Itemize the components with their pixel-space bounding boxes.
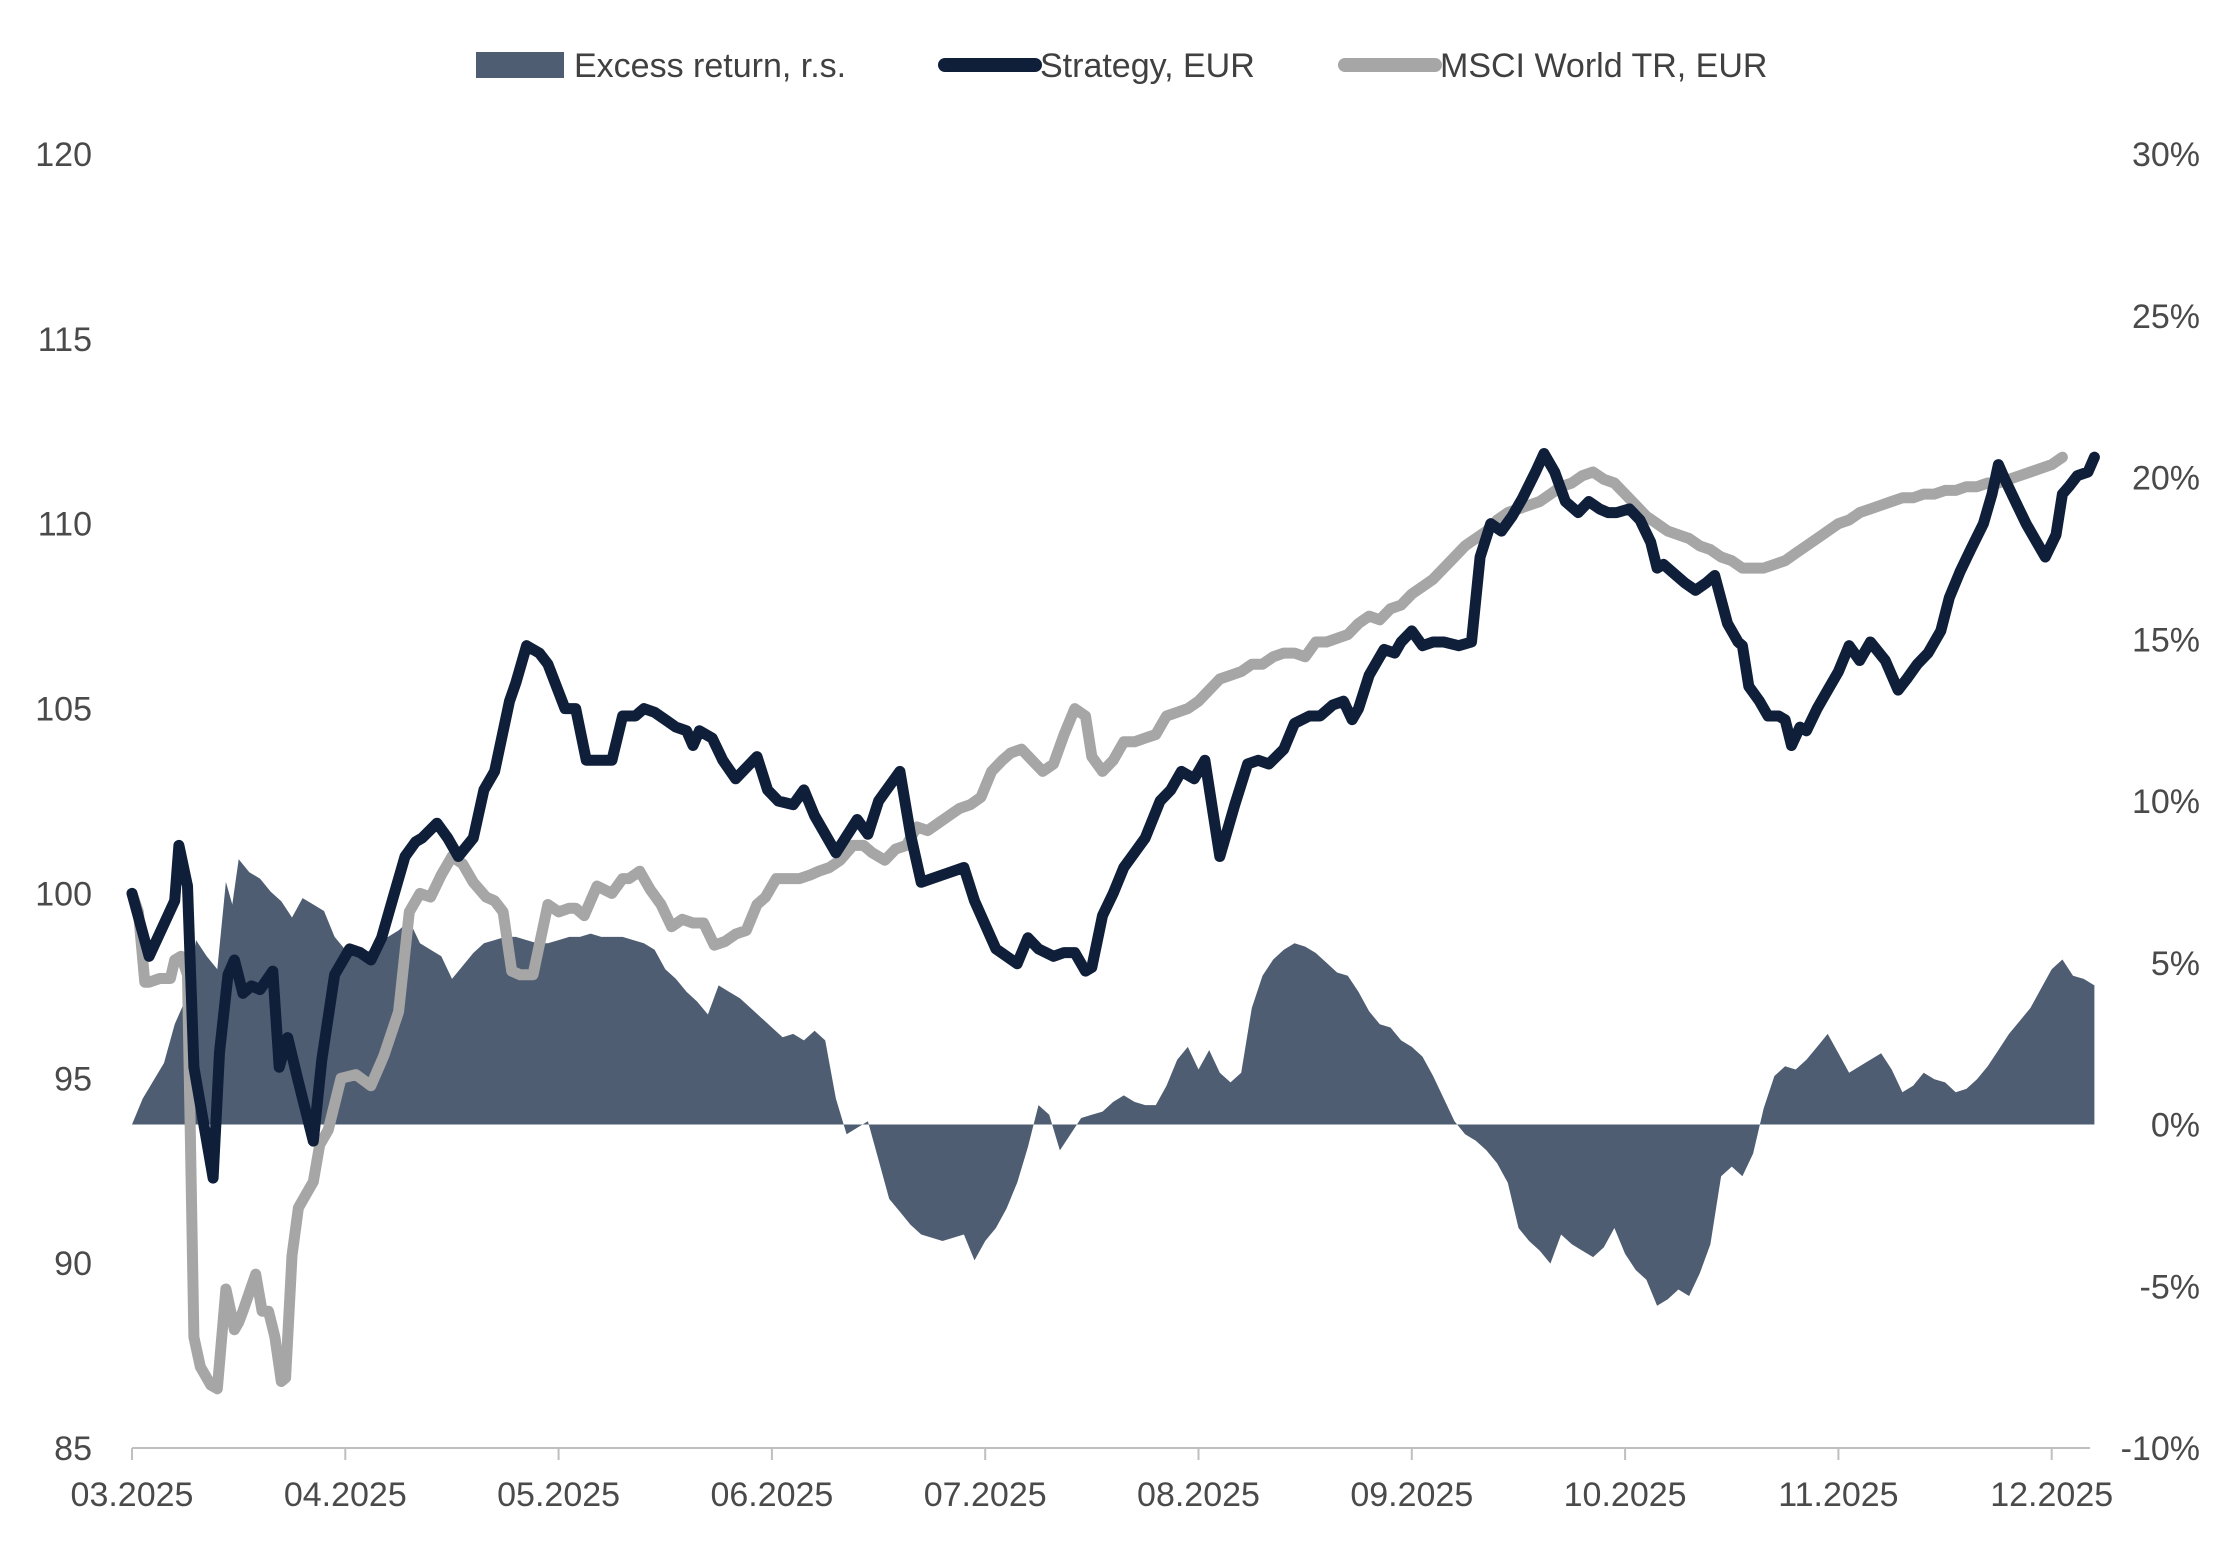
y-right-tick-label: 15% [2132, 621, 2200, 659]
x-tick-label: 05.2025 [497, 1476, 620, 1514]
x-tick-label: 06.2025 [710, 1476, 833, 1514]
y-left-tick-label: 90 [54, 1245, 92, 1283]
y-left-tick-label: 85 [54, 1430, 92, 1468]
x-tick-label: 07.2025 [924, 1476, 1047, 1514]
legend-label-strategy: Strategy, EUR [1040, 47, 1255, 85]
y-left-tick-label: 120 [35, 136, 92, 174]
x-tick-label: 11.2025 [1778, 1476, 1898, 1514]
lines-layer [126, 448, 2100, 1395]
y-left-tick-label: 95 [54, 1060, 92, 1098]
x-tick-label: 12.2025 [1990, 1476, 2113, 1514]
y-left-tick-label: 110 [38, 506, 92, 544]
y-left-tick-label: 115 [38, 321, 92, 359]
excess-return-area-layer [132, 859, 2095, 1306]
legend-label-excess-return: Excess return, r.s. [574, 47, 846, 85]
y-right-tick-label: 30% [2132, 136, 2200, 174]
x-tick-label: 08.2025 [1137, 1476, 1260, 1514]
y-right-tick-label: 5% [2151, 945, 2200, 983]
y-right-tick-label: 25% [2132, 298, 2200, 336]
excess-return-area [132, 859, 2095, 1306]
x-tick-label: 03.2025 [71, 1476, 194, 1514]
x-tick-label: 09.2025 [1350, 1476, 1473, 1514]
y-right-tick-label: 20% [2132, 460, 2200, 498]
strategy-line [126, 448, 2100, 1184]
y-right-tick-label: -10% [2121, 1430, 2200, 1468]
y-left-tick-label: 105 [35, 691, 92, 729]
y-left-tick-label: 100 [35, 875, 92, 913]
y-right-tick-label: 0% [2151, 1107, 2200, 1145]
y-right-tick-label: 10% [2132, 783, 2200, 821]
legend: Excess return, r.s. Strategy, EUR MSCI W… [476, 47, 1767, 85]
y-right-tick-label: -5% [2140, 1268, 2200, 1306]
legend-label-msci: MSCI World TR, EUR [1440, 47, 1767, 85]
axes-layer: 03.2025 04.2025 05.2025 06.2025 07.2025 08.20… [35, 136, 2200, 1514]
legend-swatch-excess-return [476, 52, 564, 78]
x-tick-label: 10.2025 [1564, 1476, 1687, 1514]
x-tick-label: 04.2025 [284, 1476, 407, 1514]
msci-line [126, 451, 2068, 1395]
